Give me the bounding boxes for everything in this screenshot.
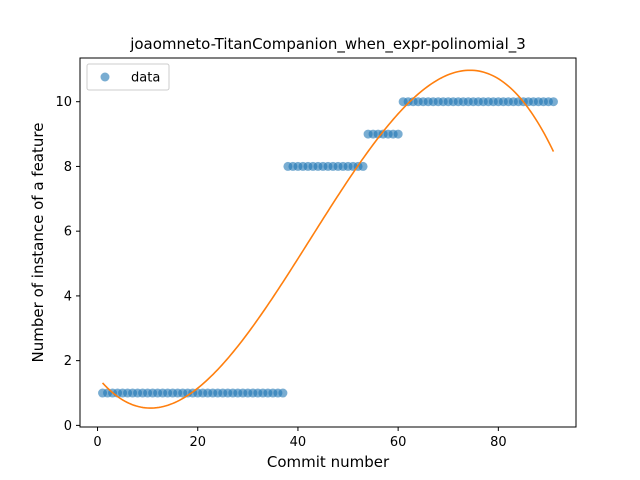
- legend-marker-data: [100, 72, 110, 82]
- x-tick-label: 40: [290, 435, 307, 450]
- fit-line: [101, 69, 555, 409]
- y-tick-label: 8: [64, 160, 72, 175]
- legend-label-data: data: [131, 71, 160, 86]
- x-tick-label: 80: [490, 435, 507, 450]
- x-tick-label: 60: [390, 435, 407, 450]
- y-tick-label: 10: [55, 95, 72, 110]
- legend-box: [86, 63, 170, 91]
- data-point: [393, 129, 403, 139]
- data-point: [548, 97, 558, 107]
- y-axis-label: Number of instance of a feature: [29, 123, 47, 363]
- data-point: [358, 161, 368, 171]
- chart-title: joaomneto-TitanCompanion_when_expr-polin…: [129, 35, 526, 54]
- axes-frame: [79, 57, 577, 428]
- plot-area: [98, 69, 558, 409]
- y-tick-label: 2: [64, 354, 72, 369]
- y-tick-label: 0: [64, 419, 72, 434]
- data-point: [278, 388, 288, 398]
- legend: data: [86, 63, 170, 91]
- x-tick-label: 20: [189, 435, 206, 450]
- x-axis-label: Commit number: [267, 453, 390, 471]
- y-tick-label: 4: [64, 289, 72, 304]
- y-tick-label: 6: [64, 225, 72, 240]
- x-tick-label: 0: [93, 435, 101, 450]
- axis-ticks: 0 20 40 60 80 0 2 4 6 8 10: [55, 95, 506, 450]
